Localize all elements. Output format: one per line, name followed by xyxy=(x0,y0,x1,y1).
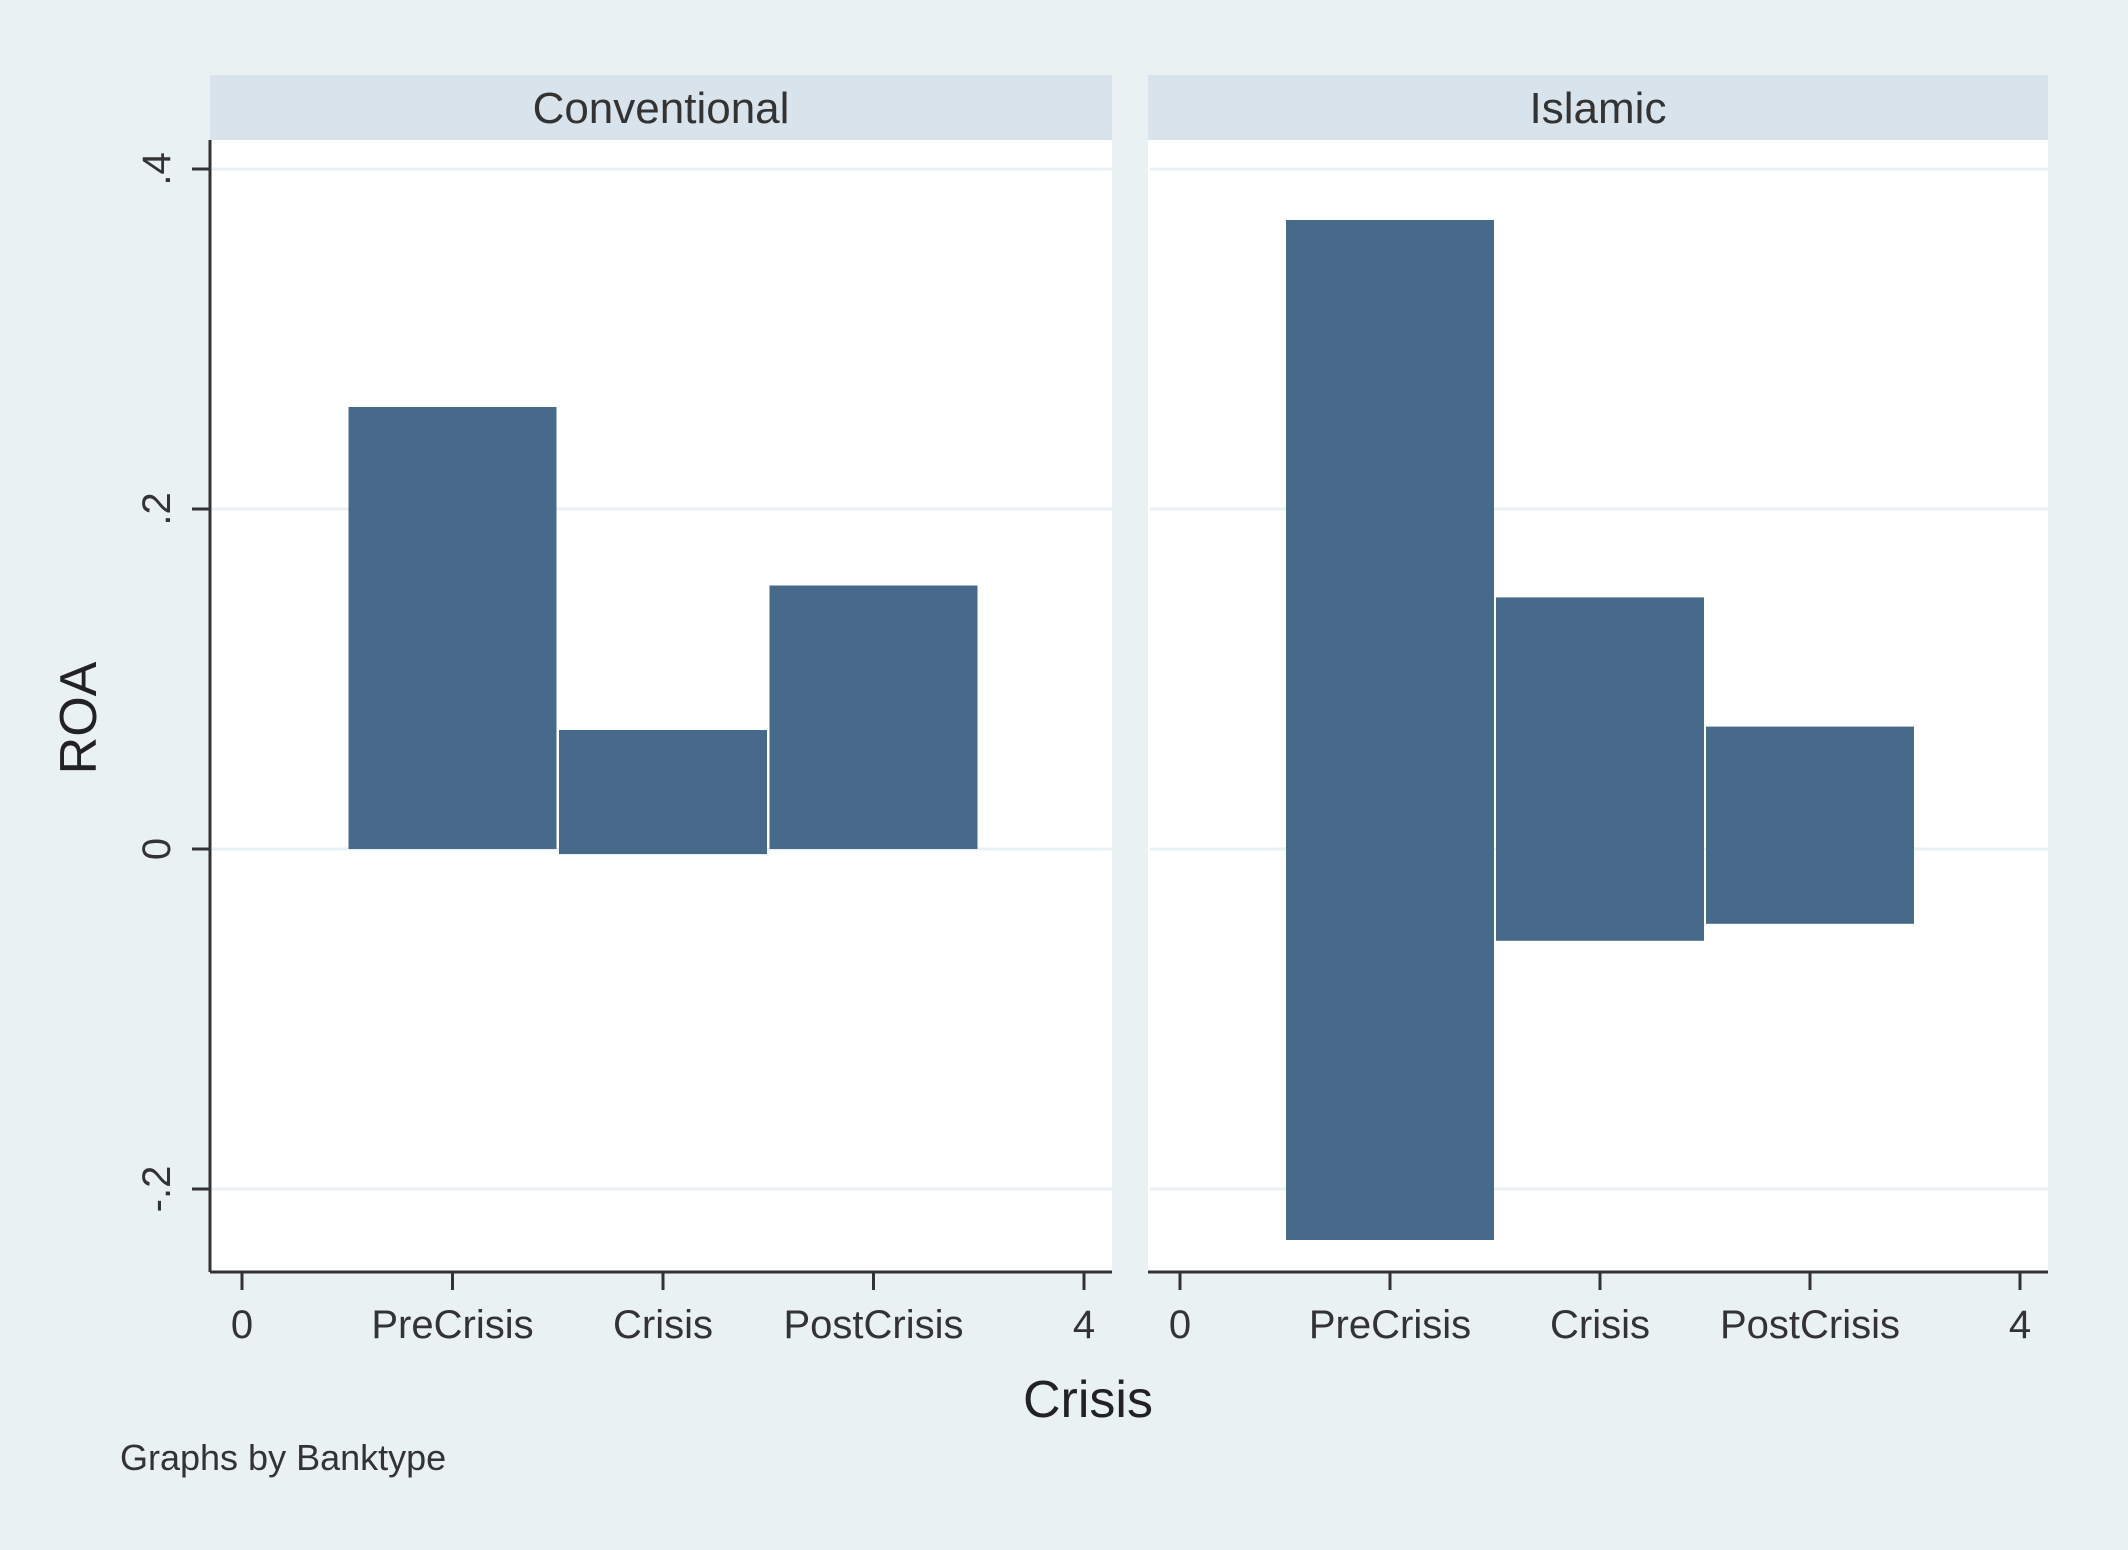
y-tick-label: .2 xyxy=(135,492,179,525)
x-tick-label: PreCrisis xyxy=(1309,1303,1471,1347)
x-tick-label: PreCrisis xyxy=(371,1303,533,1347)
panel-strip-label: Conventional xyxy=(533,84,790,133)
x-tick-label: Crisis xyxy=(1550,1303,1650,1347)
axes: -.2 0 .2 .4 0 PreCrisis Crisis PostCrisis 4 xyxy=(135,140,1112,1347)
panel-strip-label: Islamic xyxy=(1530,84,1667,133)
x-tick-label: PostCrisis xyxy=(783,1303,963,1347)
bar-precrisis xyxy=(348,407,557,849)
bar-crisis xyxy=(1496,597,1704,941)
bars xyxy=(348,407,978,855)
y-tick-label: -.2 xyxy=(135,1166,179,1213)
x-tick-label: 4 xyxy=(2009,1303,2031,1347)
y-axis-title: ROA xyxy=(50,661,108,774)
bar-precrisis xyxy=(1286,220,1494,1240)
bar-postcrisis xyxy=(1706,726,1914,924)
x-tick-label: Crisis xyxy=(613,1303,713,1347)
graphs-by-note: Graphs by Banktype xyxy=(120,1437,446,1478)
bar-crisis xyxy=(559,730,767,855)
bars xyxy=(1286,220,1914,1240)
x-tick-label: 0 xyxy=(1169,1303,1191,1347)
y-tick-label: .4 xyxy=(135,152,179,185)
x-tick-label: PostCrisis xyxy=(1720,1303,1900,1347)
panel-conventional: Conventional -.2 0 .2 .4 0 PreCrisis Crisis Pos… xyxy=(135,75,1112,1347)
panel-strip xyxy=(210,75,1112,140)
x-tick-label: 4 xyxy=(1073,1303,1095,1347)
panel-islamic: Islamic 0 PreCrisis Crisis PostCrisis 4 xyxy=(1148,75,2048,1347)
x-axis-title: Crisis xyxy=(1023,1371,1153,1429)
bar-postcrisis xyxy=(769,585,978,849)
x-tick-label: 0 xyxy=(231,1303,253,1347)
panel-strip xyxy=(1148,75,2048,140)
axes: 0 PreCrisis Crisis PostCrisis 4 xyxy=(1148,1270,2048,1347)
y-tick-label: 0 xyxy=(135,838,179,860)
